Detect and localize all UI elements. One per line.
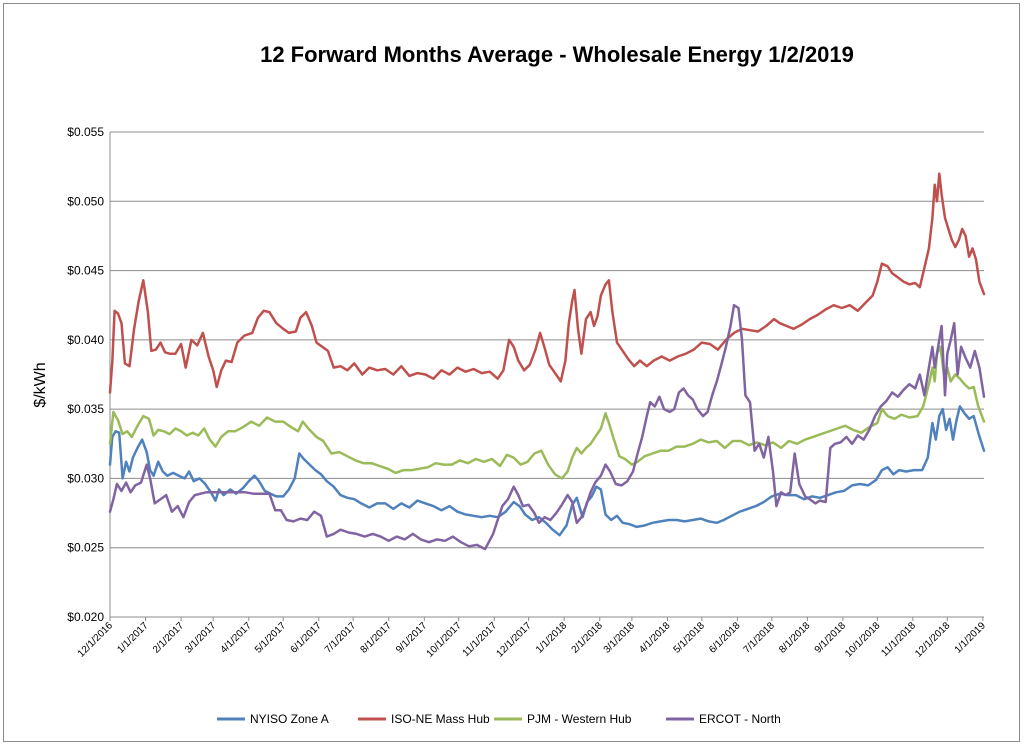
x-tick-label: 1/1/2017 — [115, 620, 151, 656]
series-line-2 — [108, 345, 986, 480]
x-tick-label: 11/1/2017 — [461, 620, 500, 659]
x-tick-label: 10/1/2017 — [425, 620, 465, 660]
x-tick-label: 6/1/2017 — [289, 620, 325, 656]
y-tick-label: $0.025 — [67, 541, 104, 555]
x-tick-label: 5/1/2018 — [672, 620, 708, 656]
x-tick-label: 3/1/2017 — [183, 620, 219, 656]
series-line-1 — [108, 172, 986, 394]
x-tick-label: 7/1/2018 — [742, 620, 778, 656]
x-tick-label: 8/1/2017 — [359, 620, 395, 656]
axes — [109, 132, 984, 621]
x-tick-label: 11/1/2018 — [879, 620, 918, 659]
line-chart: 12 Forward Months Average - Wholesale En… — [32, 42, 988, 726]
x-tick-label: 6/1/2018 — [707, 620, 743, 656]
y-tick-labels: $0.055 $0.050 $0.045 $0.040 $0.035 $0.030 $0.0… — [67, 125, 104, 624]
x-tick-label: 1/1/2018 — [534, 620, 570, 656]
legend-label: PJM - Western Hub — [527, 712, 632, 726]
x-tick-label: 3/1/2018 — [602, 620, 638, 656]
x-tick-label: 5/1/2017 — [253, 620, 289, 656]
y-tick-label: $0.020 — [67, 610, 104, 624]
y-tick-label: $0.035 — [67, 402, 104, 416]
chart-frame: 12 Forward Months Average - Wholesale En… — [3, 3, 1020, 742]
y-tick-label: $0.045 — [67, 264, 104, 278]
chart-title: 12 Forward Months Average - Wholesale En… — [260, 42, 854, 67]
x-tick-label: 7/1/2017 — [323, 620, 359, 656]
y-tick-label: $0.030 — [67, 471, 104, 485]
x-tick-label: 12/1/2018 — [913, 620, 953, 660]
y-axis-label: $/kWh — [32, 362, 49, 407]
x-tick-label: 12/1/2016 — [76, 620, 116, 660]
x-tick-label: 4/1/2018 — [637, 620, 673, 656]
legend-label: NYISO Zone A — [250, 712, 329, 726]
x-tick-label: 2/1/2017 — [151, 620, 187, 656]
x-tick-label: 12/1/2017 — [495, 620, 535, 660]
x-tick-label: 1/1/2019 — [953, 620, 989, 656]
legend-label: ERCOT - North — [699, 712, 781, 726]
y-tick-label: $0.040 — [67, 333, 104, 347]
series-line-0 — [108, 405, 986, 537]
x-tick-label: 10/1/2018 — [843, 620, 883, 660]
x-tick-label: 9/1/2017 — [394, 620, 430, 656]
y-tick-label: $0.050 — [67, 194, 104, 208]
legend: NYISO Zone A ISO-NE Mass Hub PJM - Western… — [217, 712, 781, 726]
series-lines — [108, 172, 986, 551]
legend-label: ISO-NE Mass Hub — [391, 712, 490, 726]
x-tick-label: 4/1/2017 — [219, 620, 255, 656]
x-tick-label: 9/1/2018 — [813, 620, 849, 656]
y-tick-label: $0.055 — [67, 125, 104, 139]
x-tick-label: 2/1/2018 — [570, 620, 606, 656]
series-line-3 — [108, 303, 986, 551]
x-tick-label: 8/1/2018 — [777, 620, 813, 656]
